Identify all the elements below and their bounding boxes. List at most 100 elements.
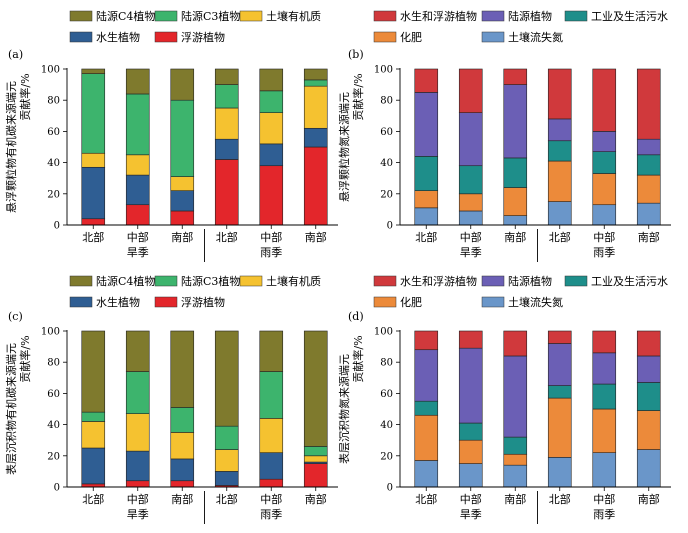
bar-segment [170,407,195,433]
bar-segment [547,343,572,386]
bar-segment [458,463,483,488]
x-tick-label: 北部 [549,230,571,244]
bar-segment [259,452,284,480]
bar-segment [303,446,328,457]
bar-segment [81,166,106,220]
bar-segment [303,146,328,226]
legend-swatch [239,10,263,22]
y-tick-label: 0 [387,483,393,494]
bar-segment [259,165,284,226]
bar-segment [259,478,284,488]
y-tick-label: 40 [380,420,393,431]
legend-swatch [69,275,93,287]
legend-swatch [373,275,397,287]
x-tick-label: 南部 [504,230,526,244]
legend-label: 陆源植物 [508,9,552,23]
bar-segment [592,330,617,354]
bar-segment [636,382,661,411]
bar-segment [259,68,284,92]
bar-segment [81,447,106,485]
legend-label: 陆源C3植物 [181,9,240,23]
legend-label: 化肥 [400,30,422,44]
legend-swatch [239,275,263,287]
legend-label: 浮游植物 [181,295,225,309]
y-tick-label: 20 [380,451,393,462]
bar-segment [592,383,617,410]
x-tick-label: 南部 [638,492,660,506]
y-axis-label-line2: 贡献率/% [18,73,32,120]
bar-segment [81,152,106,168]
bar-segment [414,330,439,351]
group-label: 雨季 [593,508,615,521]
bar-segment [259,330,284,372]
bar-segment [214,159,239,226]
bar-segment [170,210,195,226]
y-axis-label-line2: 贡献率/% [351,73,365,120]
bar-segment [303,127,328,148]
y-tick-label: 60 [380,389,393,400]
y-axis-label: 悬浮颗粒物有机碳来源端元 [4,81,18,213]
bar-segment [636,330,661,357]
bar-segment [125,450,150,482]
legend-swatch [373,10,397,22]
bar-segment [214,138,239,160]
bar-segment [547,140,572,162]
bar-segment [547,457,572,488]
bar-segment [303,463,328,488]
bar-segment [547,385,572,399]
y-tick-label: 80 [47,96,60,107]
bar-segment [81,483,106,488]
bar-segment [547,118,572,142]
legend-swatch [154,296,178,308]
y-tick-label: 60 [47,389,60,400]
x-tick-label: 南部 [638,230,660,244]
bar-segment [636,68,661,140]
x-tick-label: 北部 [216,492,238,506]
bar-segment [458,165,483,195]
bar-segment [414,400,439,416]
y-tick-label: 100 [41,65,60,76]
bar-segment [592,452,617,488]
group-label: 旱季 [127,508,149,521]
legend-label: 陆源植物 [508,274,552,288]
bar-segment [170,480,195,488]
bar-segment [81,330,106,413]
y-axis-label-line2: 贡献率/% [18,335,32,382]
x-tick-label: 中部 [460,492,482,506]
bar-segment [503,68,528,85]
y-tick-label: 40 [380,158,393,169]
x-tick-label: 南部 [171,492,193,506]
bar-segment [214,330,239,427]
legend-swatch [154,10,178,22]
bar-segment [414,92,439,157]
bar-segment [636,174,661,204]
legend-label: 水生植物 [96,30,140,44]
bar-segment [592,352,617,385]
legend-label: 陆源C4植物 [96,274,155,288]
legend-swatch [69,296,93,308]
y-tick-label: 100 [374,65,393,76]
y-axis-label-line2: 贡献率/% [351,335,365,382]
bar-segment [170,330,195,408]
group-label: 雨季 [260,508,282,521]
y-tick-label: 20 [47,189,60,200]
legend-label: 陆源C3植物 [181,274,240,288]
legend-label: 工业及生活污水 [591,274,668,288]
bar-segment [592,151,617,174]
bar-segment [414,190,439,209]
y-axis-label: 表层沉积物氮来源端元 [337,354,351,464]
x-tick-label: 中部 [593,492,615,506]
bar-segment [503,436,528,455]
bar-segment [125,371,150,414]
bar-segment [458,68,483,113]
legend-label: 土壤有机质 [266,274,321,288]
bar-segment [503,355,528,438]
legend-swatch [481,296,505,308]
bar-segment [503,215,528,226]
legend-label: 陆源C4植物 [96,9,155,23]
x-tick-label: 中部 [593,230,615,244]
bar-segment [414,207,439,226]
bar-segment [414,414,439,461]
